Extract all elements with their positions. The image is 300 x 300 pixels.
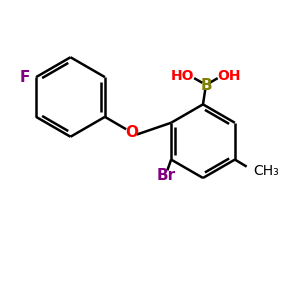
Text: B: B [200,78,212,93]
Text: OH: OH [217,69,241,83]
Text: F: F [20,70,30,85]
Text: HO: HO [171,69,195,83]
Text: Br: Br [156,168,176,183]
Text: CH₃: CH₃ [253,164,279,178]
Text: O: O [125,125,138,140]
